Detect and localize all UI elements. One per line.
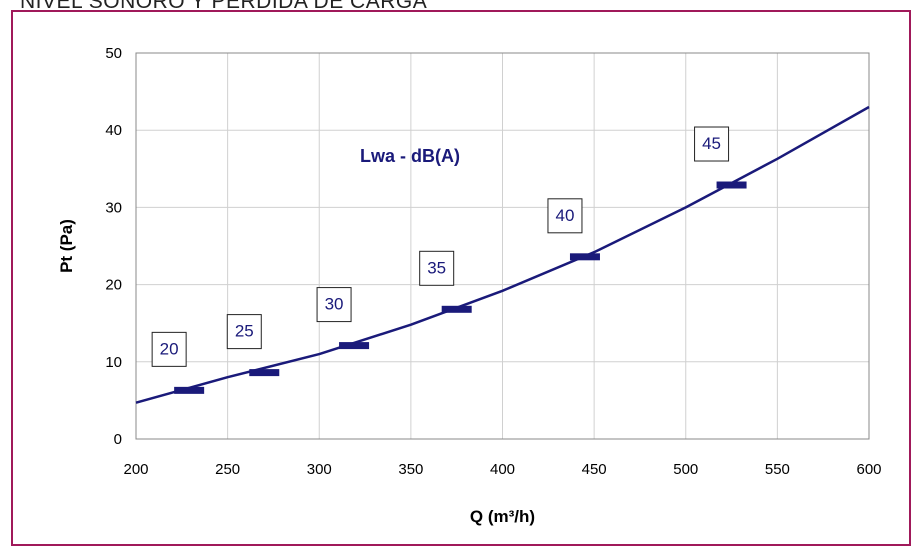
operating-point-marker bbox=[569, 253, 600, 261]
marker-label: 35 bbox=[427, 258, 446, 277]
y-tick-label: 50 bbox=[105, 45, 122, 62]
x-tick-label: 400 bbox=[490, 461, 515, 478]
plot-area bbox=[135, 52, 870, 440]
x-axis-label: Q (m³/h) bbox=[470, 507, 535, 526]
y-axis-label: Pt (Pa) bbox=[57, 219, 76, 273]
annotation-lwa: Lwa - dB(A) bbox=[360, 146, 460, 166]
x-tick-label: 200 bbox=[123, 461, 148, 478]
x-tick-label: 600 bbox=[856, 461, 881, 478]
grid bbox=[135, 52, 870, 440]
x-axis: 200 250 300 350 400 450 500 550 600 bbox=[123, 461, 881, 478]
marker-label: 25 bbox=[235, 322, 254, 341]
x-tick-label: 500 bbox=[673, 461, 698, 478]
y-tick-label: 40 bbox=[105, 122, 122, 139]
marker-label-box bbox=[316, 287, 352, 323]
x-tick-label: 350 bbox=[398, 461, 423, 478]
operating-point-marker bbox=[339, 342, 370, 350]
operating-point-marker bbox=[249, 369, 280, 377]
marker-label-box bbox=[226, 314, 262, 350]
x-tick-label: 550 bbox=[765, 461, 790, 478]
y-tick-label: 30 bbox=[105, 199, 122, 216]
y-tick-label: 20 bbox=[105, 277, 122, 294]
x-tick-label: 250 bbox=[215, 461, 240, 478]
y-axis: 0 10 20 30 40 50 bbox=[105, 45, 122, 448]
x-tick-label: 300 bbox=[307, 461, 332, 478]
y-tick-label: 10 bbox=[105, 354, 122, 371]
marker-label: 20 bbox=[160, 339, 179, 358]
marker-label: 30 bbox=[325, 295, 344, 314]
operating-point-marker bbox=[716, 181, 747, 189]
marker-label: 45 bbox=[702, 134, 721, 153]
chart-frame bbox=[11, 10, 911, 546]
marker-label-box bbox=[419, 250, 455, 286]
marker-label-box bbox=[547, 198, 583, 234]
marker-label-box bbox=[151, 331, 187, 367]
operating-point-marker bbox=[174, 386, 205, 394]
page-title: NIVEL SONORO Y PÉRDIDA DE CARGA bbox=[20, 0, 428, 13]
markers: 20 25 30 35 40 45 bbox=[151, 126, 747, 394]
operating-point-marker bbox=[441, 305, 472, 313]
x-tick-label: 450 bbox=[582, 461, 607, 478]
y-tick-label: 0 bbox=[114, 431, 122, 448]
marker-label-box bbox=[694, 126, 730, 162]
marker-label: 40 bbox=[556, 206, 575, 225]
